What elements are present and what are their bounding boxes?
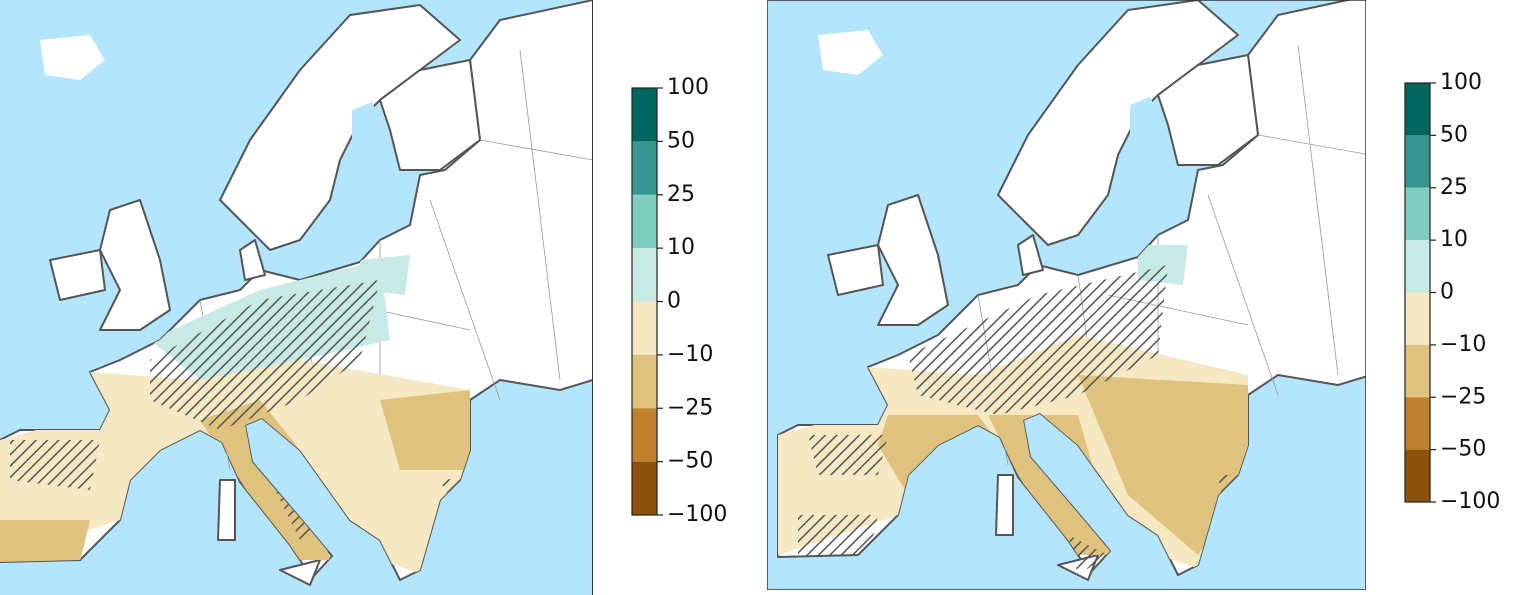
colorbar-tick-label: 50 [667,128,695,153]
colorbar-tick-label: −25 [1440,384,1486,409]
colorbar-tick-label: 100 [1440,70,1482,95]
colorbar-tick-label: −100 [1440,489,1500,514]
colorbar-tick-label: −25 [667,395,713,420]
colorbar-tick-label: 25 [667,182,695,207]
colorbar-bin [1405,344,1430,398]
colorbar-tick-label: 50 [1440,122,1468,147]
colorbar-bin [632,248,657,302]
colorbar-tick-label: −50 [667,449,713,474]
colorbar-tick-label: 0 [667,289,681,314]
colorbar-bin [1405,240,1430,293]
colorbar-tick-label: 10 [667,235,695,260]
colorbar-bin [632,408,657,462]
colorbar-bin [1405,83,1430,136]
colorbar-bin [1405,292,1430,345]
colorbar-bin [632,354,657,409]
colorbar-bin [632,301,657,355]
map-frame [592,0,593,595]
colorbar-bin [632,461,657,515]
colorbar-bin [1405,449,1430,502]
colorbar-tick-label: −10 [667,342,713,367]
colorbar-bin [1405,397,1430,450]
colorbar-tick-label: −50 [1440,437,1486,462]
map-right [767,0,1366,590]
colorbar-tick-label: 0 [1440,280,1454,305]
colorbar-tick-label: −100 [667,502,727,527]
colorbar-bin [632,88,657,142]
colorbar-tick-label: 10 [1440,227,1468,252]
colorbar-bin [1405,187,1430,241]
colorbar-bin [1405,135,1430,188]
colorbar-bin [632,141,657,195]
colorbar-tick-label: 25 [1440,175,1468,200]
map-left [0,0,593,595]
colorbar-bin [632,194,657,249]
colorbar-tick-label: −10 [1440,332,1486,357]
colorbar-tick-label: 100 [667,75,709,100]
